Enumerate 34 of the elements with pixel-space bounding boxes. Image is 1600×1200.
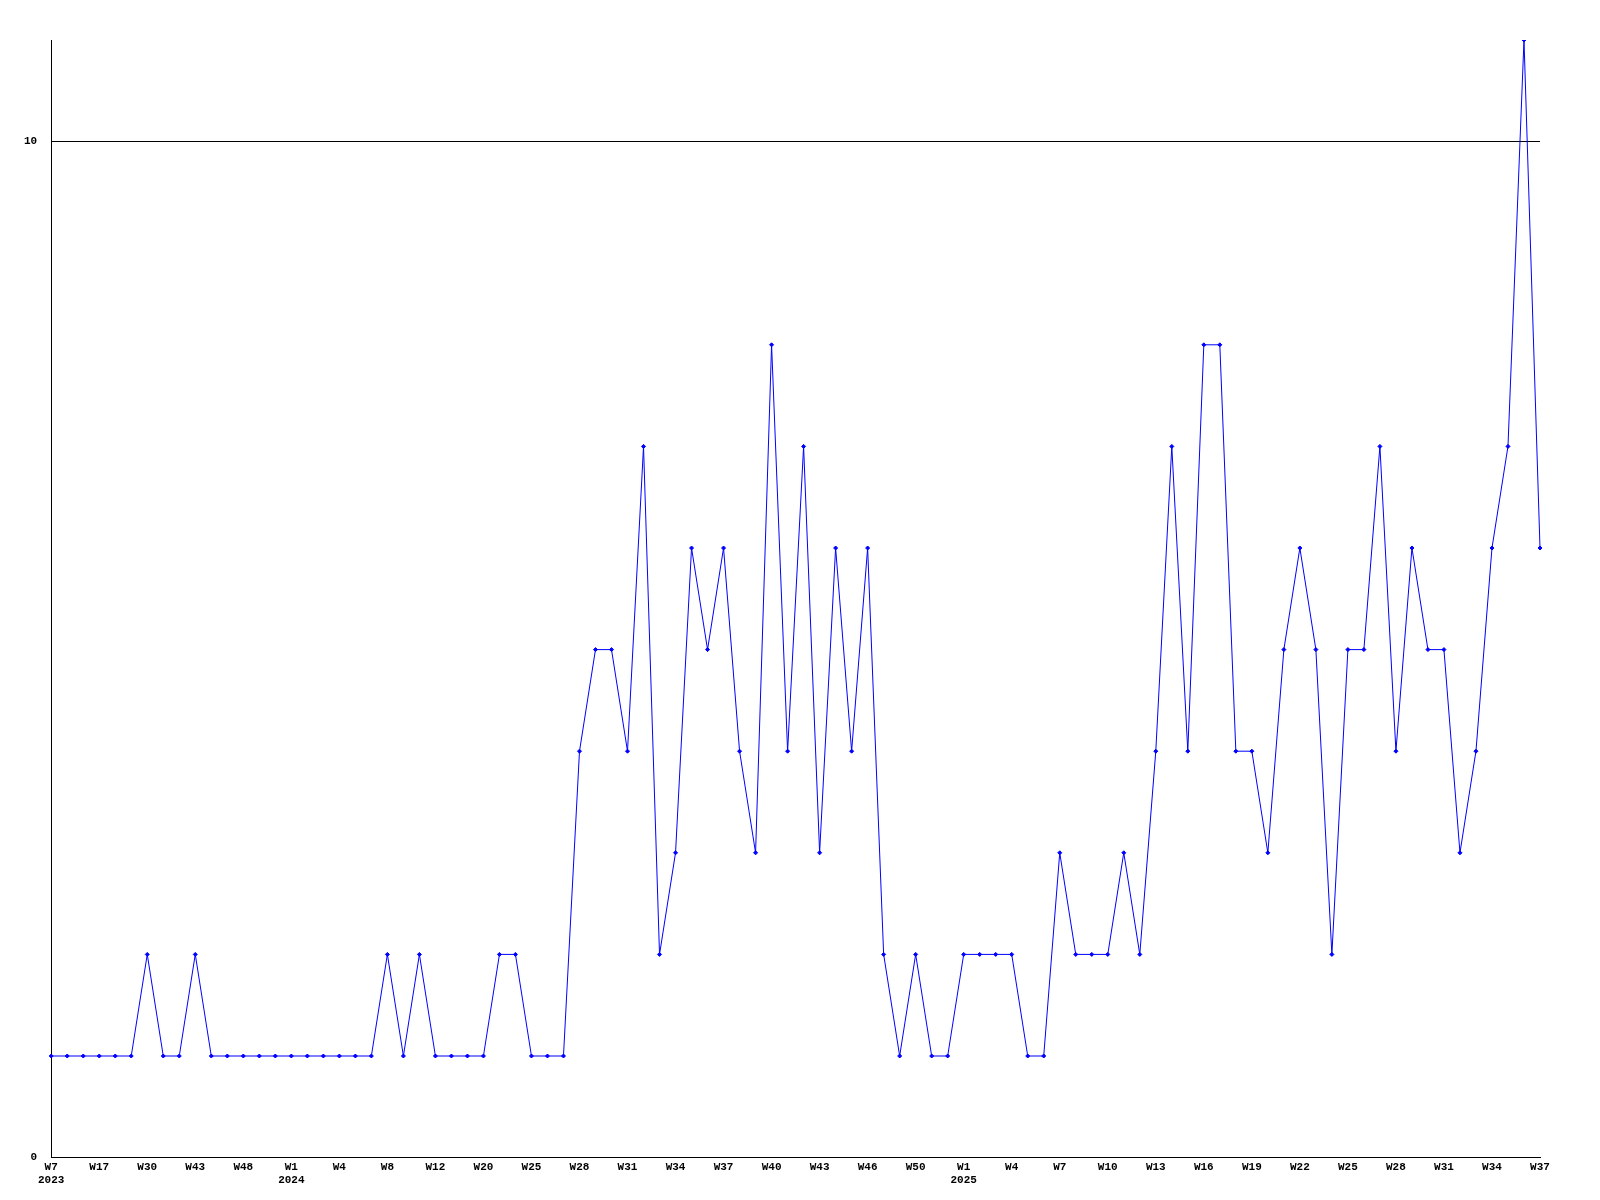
x-tick-label: W43 bbox=[185, 1160, 206, 1173]
x-tick-label: W37 bbox=[713, 1160, 734, 1173]
x-tick-label: W16 bbox=[1193, 1160, 1214, 1173]
x-tick-label: W34 bbox=[1482, 1160, 1503, 1173]
x-tick-label: W12 bbox=[425, 1160, 446, 1173]
x-tick-label: W48 bbox=[233, 1160, 254, 1173]
x-tick-label: W31 bbox=[617, 1160, 638, 1173]
x-tick-label: W46 bbox=[857, 1160, 878, 1173]
x-tick-label: W28 bbox=[569, 1160, 590, 1173]
x-tick-label: W30 bbox=[137, 1160, 158, 1173]
x-tick-label: W19 bbox=[1241, 1160, 1262, 1173]
x-tick-label: W34 bbox=[665, 1160, 686, 1173]
x-tick-label: W13 bbox=[1145, 1160, 1167, 1173]
x-tick-label: W8 bbox=[380, 1160, 395, 1173]
x-tick-label: W28 bbox=[1386, 1160, 1407, 1173]
x-tick-label: W25 bbox=[1337, 1160, 1359, 1173]
x-tick-label: W40 bbox=[761, 1160, 782, 1173]
x-tick-label: W7 bbox=[1053, 1160, 1067, 1173]
x-tick-label: W10 bbox=[1097, 1160, 1118, 1173]
x-tick-label: W31 bbox=[1434, 1160, 1455, 1173]
x-tick-label: W1 2024 bbox=[278, 1160, 305, 1187]
x-tick-label: W43 bbox=[809, 1160, 830, 1173]
y-tick-label: 10 bbox=[24, 135, 38, 148]
x-tick-label: W25 bbox=[521, 1160, 542, 1173]
x-tick-label: W17 bbox=[89, 1160, 110, 1173]
x-tick-label: W4 bbox=[332, 1160, 347, 1173]
x-tick-label: W50 bbox=[905, 1160, 926, 1173]
x-tick-label: W20 bbox=[473, 1160, 494, 1173]
x-tick-label: W1 2025 bbox=[950, 1160, 978, 1187]
x-tick-label: W4 bbox=[1005, 1160, 1019, 1173]
y-tick-label: 0 bbox=[30, 1151, 38, 1164]
x-tick-label: W22 bbox=[1289, 1160, 1310, 1173]
x-tick-label: W7 2023 bbox=[38, 1160, 65, 1187]
x-tick-label: W37 bbox=[1530, 1160, 1550, 1173]
